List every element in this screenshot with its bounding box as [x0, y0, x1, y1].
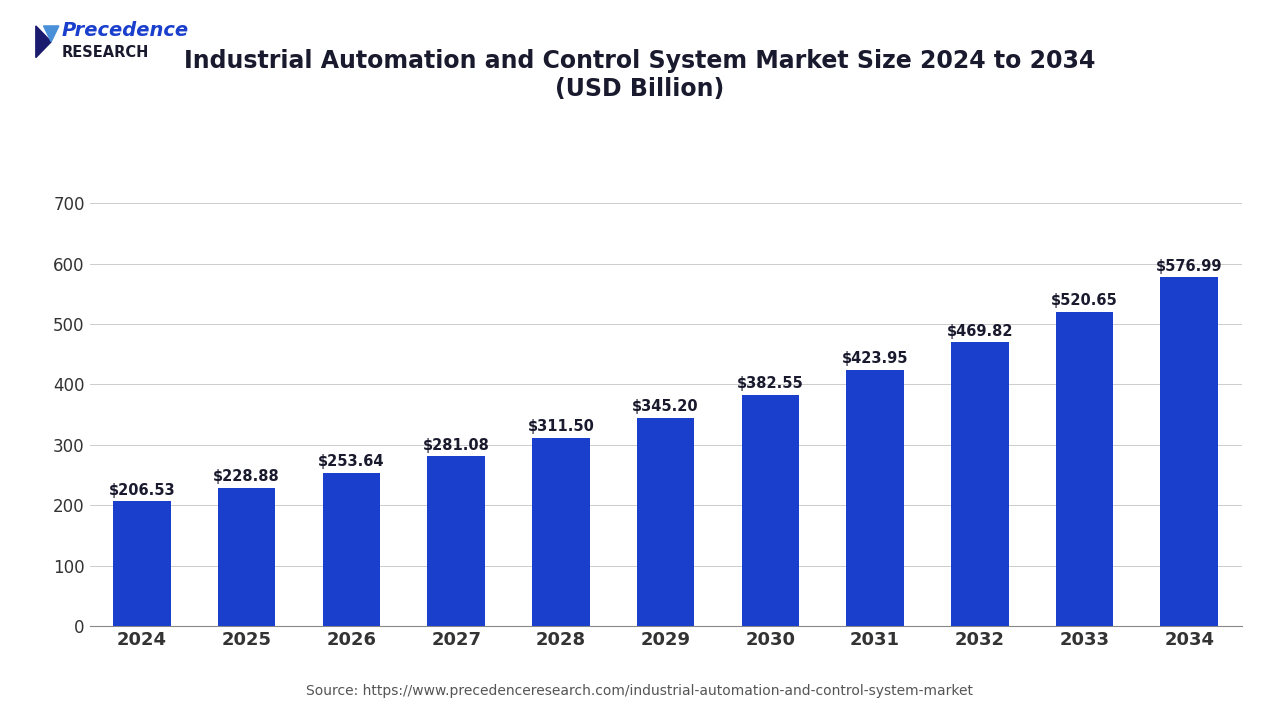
- Text: $281.08: $281.08: [422, 438, 489, 453]
- Text: $423.95: $423.95: [842, 351, 909, 366]
- Text: $253.64: $253.64: [319, 454, 385, 469]
- Text: $311.50: $311.50: [527, 419, 594, 434]
- Bar: [1056, 312, 1114, 626]
- Bar: [741, 395, 799, 626]
- Text: $345.20: $345.20: [632, 399, 699, 414]
- Text: Source: https://www.precedenceresearch.com/industrial-automation-and-control-sys: Source: https://www.precedenceresearch.c…: [306, 684, 974, 698]
- Text: $576.99: $576.99: [1156, 258, 1222, 274]
- Text: Precedence: Precedence: [61, 22, 188, 40]
- Text: $228.88: $228.88: [214, 469, 280, 485]
- Bar: [113, 502, 170, 626]
- Text: Industrial Automation and Control System Market Size 2024 to 2034: Industrial Automation and Control System…: [184, 49, 1096, 73]
- Bar: [1161, 277, 1219, 626]
- Bar: [428, 456, 485, 626]
- Bar: [951, 342, 1009, 626]
- Bar: [846, 370, 904, 626]
- Text: RESEARCH: RESEARCH: [61, 45, 148, 60]
- Bar: [532, 438, 590, 626]
- Text: $520.65: $520.65: [1051, 293, 1117, 308]
- Text: (USD Billion): (USD Billion): [556, 77, 724, 102]
- Text: $469.82: $469.82: [946, 323, 1012, 338]
- Bar: [323, 473, 380, 626]
- Bar: [218, 488, 275, 626]
- Text: $382.55: $382.55: [737, 377, 804, 392]
- Text: $206.53: $206.53: [109, 483, 175, 498]
- Bar: [637, 418, 694, 626]
